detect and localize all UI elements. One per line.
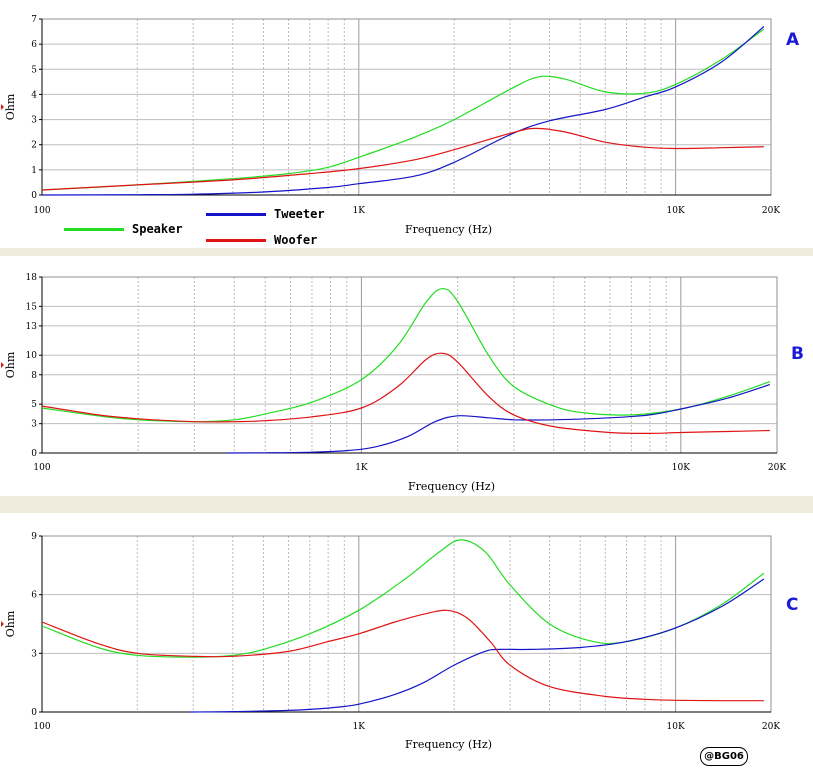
x-axis-title: Frequency (Hz) [405,738,492,751]
x-axis-title: Frequency (Hz) [408,480,495,493]
legend-woofer: Woofer [206,233,317,247]
legend-swatch-tweeter [206,212,266,216]
plot-area [42,19,771,195]
series-line-woofer-c [41,609,764,702]
chart-a: 0 1 2 3 4 5 6 7 100 1K 10K 20K Frequency (Hz) Ohm [1,15,780,236]
legend-tweeter: Tweeter [206,207,325,221]
y-tick-label: 6 [31,591,37,601]
y-tick-label: 18 [26,273,38,283]
x-tick-label: 20K [762,206,780,216]
chart-panel-a: 0 1 2 3 4 5 6 7 100 1K 10K 20K Frequency (Hz) Ohm A S… [0,0,813,248]
x-tick-label: 10K [667,722,685,732]
panel-label-c: C [786,595,799,615]
x-tick-label: 10K [672,463,690,473]
panel-divider [0,248,813,256]
y-tick-label: 5 [31,65,37,75]
legend-swatch-speaker [64,227,124,231]
legend-swatch-woofer [206,238,266,242]
y-tick-label: 15 [26,302,38,312]
x-tick-label: 1K [353,206,366,216]
axis-marker-icon [1,362,4,368]
axis-marker-icon [1,104,4,110]
series-line-speaker-a [41,28,765,191]
chart-panel-c: 0 3 6 9 100 1K 10K 20K Frequency (Hz) Ohm C [0,513,813,768]
y-axis-title: Ohm [4,610,17,637]
legend-label-tweeter: Tweeter [274,207,325,221]
x-tick-label: 20K [762,722,780,732]
series-line-tweeter-a [41,26,765,196]
x-tick-label: 100 [33,206,50,216]
series-line-tweeter-b [227,384,771,454]
series-line-woofer-b [41,352,770,435]
legend-label-speaker: Speaker [132,222,183,236]
plot-area [42,536,771,712]
x-tick-label: 10K [667,206,685,216]
chart-panel-b: 0 3 5 8 10 13 15 18 100 1K 10K 20K Frequency (Hz) Ohm… [0,256,813,496]
y-axis-title: Ohm [4,351,17,378]
y-tick-label: 1 [31,166,37,176]
y-tick-label: 10 [26,351,38,361]
y-tick-label: 9 [31,532,37,542]
x-tick-label: 1K [353,722,366,732]
y-tick-label: 2 [31,141,37,151]
panel-label-a: A [786,30,800,50]
series-line-tweeter-c [188,578,765,713]
y-tick-label: 3 [31,420,37,430]
x-tick-label: 100 [33,463,50,473]
panel-divider [0,496,813,513]
x-tick-label: 1K [355,463,368,473]
series-line-woofer-a [41,127,764,191]
panel-label-b: B [791,344,804,364]
y-tick-label: 0 [31,449,37,459]
watermark-badge: @BG06 [700,747,748,766]
y-tick-label: 0 [31,191,37,201]
y-axis-title: Ohm [4,93,17,120]
x-tick-label: 100 [33,722,50,732]
legend-label-woofer: Woofer [274,233,318,247]
plot-area [42,277,777,453]
chart-c: 0 3 6 9 100 1K 10K 20K Frequency (Hz) Ohm [1,532,780,751]
y-tick-label: 8 [31,371,37,381]
axis-marker-icon [1,621,4,627]
y-tick-label: 7 [31,15,37,25]
chart-b: 0 3 5 8 10 13 15 18 100 1K 10K 20K Frequency (Hz) Ohm [1,273,786,493]
y-tick-label: 13 [26,322,38,332]
legend-speaker: Speaker [64,222,183,236]
y-tick-label: 3 [31,649,37,659]
x-axis-title: Frequency (Hz) [405,223,492,236]
y-tick-label: 0 [31,708,37,718]
y-tick-label: 4 [31,90,37,100]
y-tick-label: 5 [31,400,37,410]
y-tick-label: 3 [31,116,37,126]
y-tick-label: 6 [31,40,37,50]
x-tick-label: 20K [768,463,786,473]
